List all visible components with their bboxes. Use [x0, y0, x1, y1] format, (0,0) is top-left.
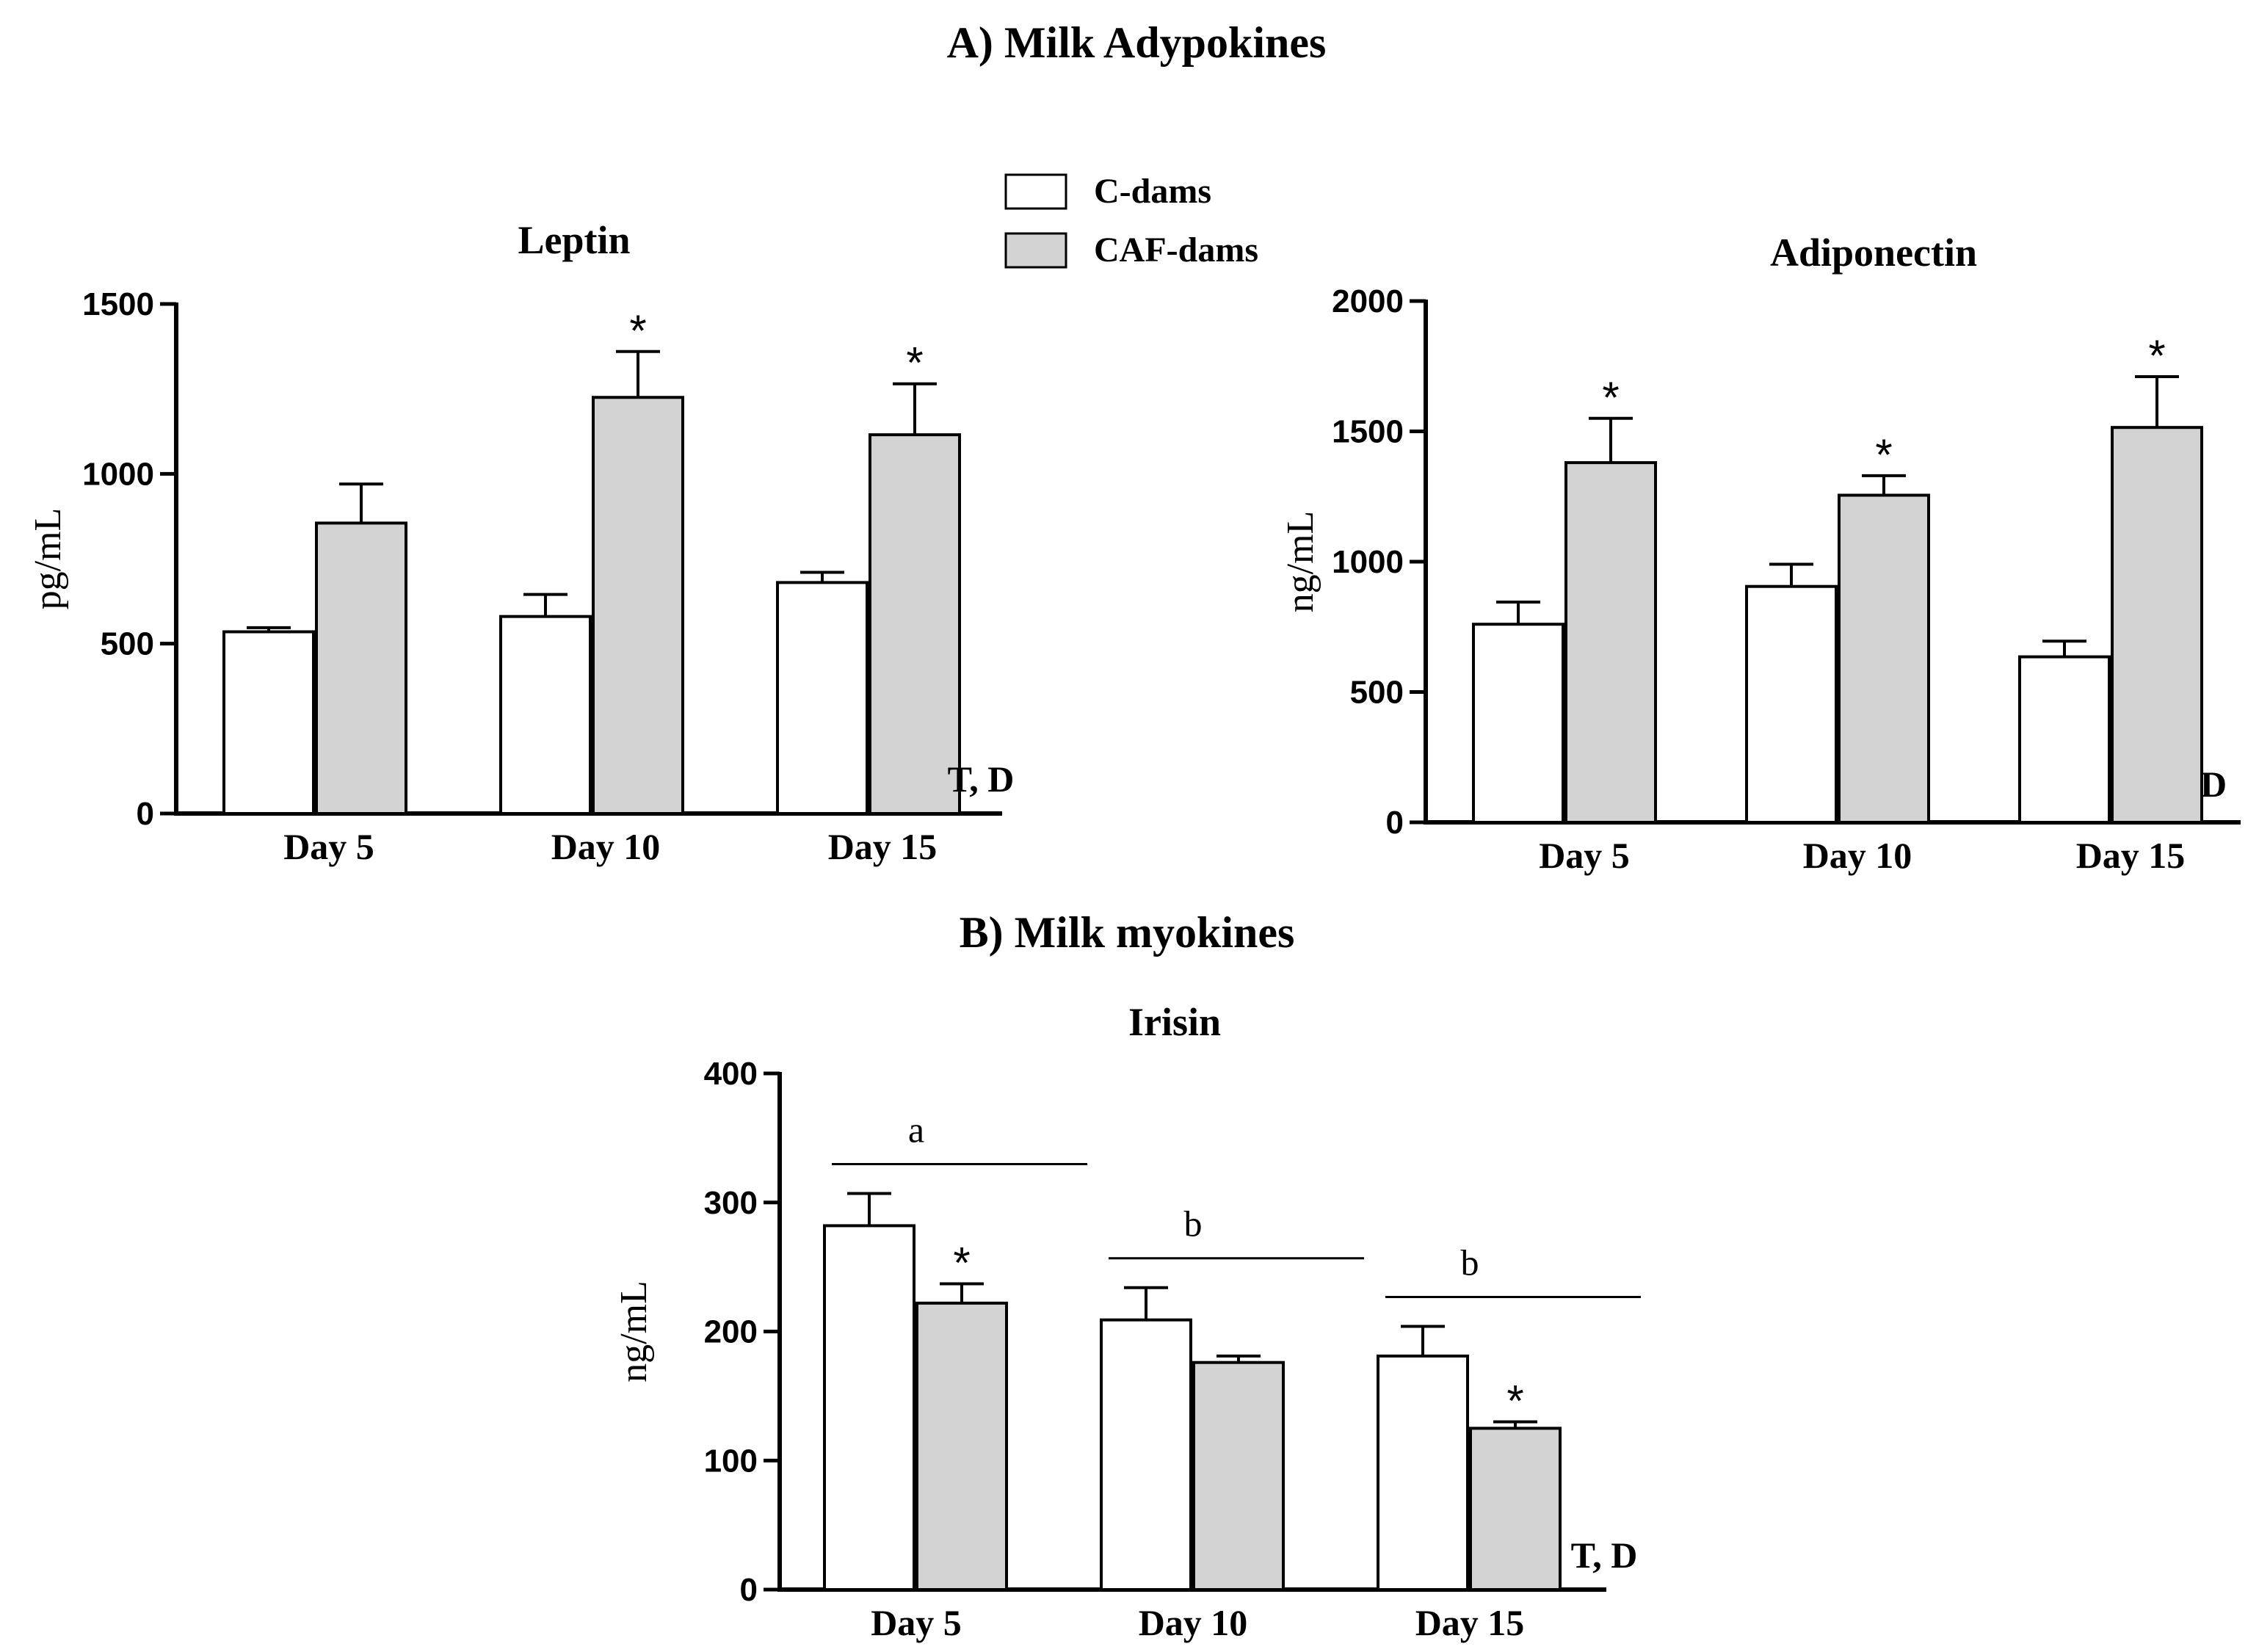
leptin-bar-c-dams [776, 581, 869, 815]
irisin-bar-caf-dams [915, 1301, 1008, 1591]
leptin-bar-caf-dams [592, 396, 684, 815]
legend-swatch-c-dams [1004, 173, 1067, 210]
leptin-significance-star: * [629, 306, 646, 355]
leptin-significance-star: * [906, 338, 923, 388]
legend-swatch-caf-dams [1004, 232, 1067, 269]
adiponectin-title: Adiponectin [1770, 231, 1977, 275]
adiponectin-y-tick-label: 0 [1386, 805, 1404, 841]
leptin-y-tick-label: 500 [101, 626, 154, 662]
irisin-significance-star: * [953, 1238, 970, 1287]
irisin-group-letter: a [908, 1109, 924, 1150]
irisin-y-tick-label: 200 [704, 1314, 758, 1350]
irisin-bar-caf-dams [1469, 1427, 1562, 1591]
leptin-category-label: Day 5 [283, 826, 374, 867]
adiponectin-significance-star: * [1602, 373, 1619, 422]
adiponectin-bar-caf-dams [1838, 493, 1930, 824]
leptin-chart: Leptin pg/mL 0 500 1000 1500 Day 5 * Day 10 * Day … [27, 218, 1014, 867]
adiponectin-significance-label: D [2200, 764, 2227, 805]
irisin-y-axis-label: ng/mL [613, 1280, 655, 1383]
leptin-bar-c-dams [222, 630, 315, 815]
section-title-a: A) Milk Adypokines [947, 18, 1327, 67]
adiponectin-significance-star: * [1875, 430, 1892, 479]
adiponectin-bar-caf-dams [2111, 426, 2203, 824]
leptin-y-tick-label: 1500 [82, 286, 154, 322]
irisin-category-label: Day 10 [1139, 1602, 1248, 1643]
adiponectin-y-axis-label: ng/mL [1280, 511, 1321, 613]
leptin-y-axis-label: pg/mL [27, 508, 69, 610]
irisin-bar-c-dams [1100, 1318, 1192, 1591]
irisin-bar-c-dams [823, 1224, 915, 1591]
legend: C-dams CAF-dams [1004, 172, 1258, 269]
leptin-bar-c-dams [499, 615, 592, 815]
irisin-significance-label: T, D [1571, 1535, 1638, 1576]
adiponectin-category-label: Day 5 [1539, 835, 1630, 876]
irisin-y-tick-label: 400 [704, 1056, 758, 1092]
section-title-b: B) Milk myokines [960, 908, 1295, 957]
irisin-category-label: Day 5 [871, 1602, 962, 1643]
irisin-group-letter: b [1184, 1203, 1203, 1245]
adiponectin-bar-c-dams [1745, 584, 1838, 824]
irisin-y-tick-label: 100 [704, 1443, 758, 1479]
leptin-y-tick-label: 0 [137, 796, 154, 832]
irisin-y-tick-label: 0 [740, 1572, 758, 1608]
leptin-bar-caf-dams [869, 433, 961, 815]
leptin-bar-caf-dams [315, 521, 407, 815]
adiponectin-y-tick-label: 1000 [1332, 544, 1404, 580]
leptin-category-label: Day 10 [551, 826, 661, 867]
adiponectin-bar-caf-dams [1564, 461, 1657, 824]
irisin-bar-c-dams [1377, 1354, 1469, 1591]
adiponectin-bar-c-dams [2018, 655, 2111, 825]
leptin-category-label: Day 15 [828, 826, 938, 867]
leptin-y-tick-label: 1000 [82, 456, 154, 492]
irisin-y-tick-label: 300 [704, 1185, 758, 1221]
legend-label-caf-dams: CAF-dams [1094, 231, 1258, 269]
leptin-title: Leptin [518, 218, 630, 262]
leptin-significance-label: T, D [948, 758, 1015, 800]
legend-label-c-dams: C-dams [1094, 172, 1211, 211]
irisin-group-letter: b [1461, 1242, 1479, 1283]
adiponectin-y-tick-label: 2000 [1332, 283, 1404, 319]
irisin-bar-caf-dams [1192, 1361, 1285, 1592]
adiponectin-significance-star: * [2148, 331, 2165, 380]
adiponectin-category-label: Day 15 [2076, 835, 2186, 876]
irisin-chart: Irisin ng/mL 0 100 200 300 400 * Day 5 a Day 10 b * D… [613, 1000, 1641, 1643]
adiponectin-bar-c-dams [1472, 623, 1564, 824]
irisin-significance-star: * [1506, 1377, 1523, 1426]
adiponectin-y-tick-label: 1500 [1332, 414, 1404, 450]
irisin-title: Irisin [1128, 1000, 1221, 1044]
adiponectin-y-tick-label: 500 [1350, 675, 1404, 711]
irisin-category-label: Day 15 [1415, 1602, 1525, 1643]
adiponectin-category-label: Day 10 [1803, 835, 1912, 876]
adiponectin-chart: Adiponectin ng/mL 0 500 1000 1500 2000 * Day 5 * D… [1280, 231, 2241, 876]
